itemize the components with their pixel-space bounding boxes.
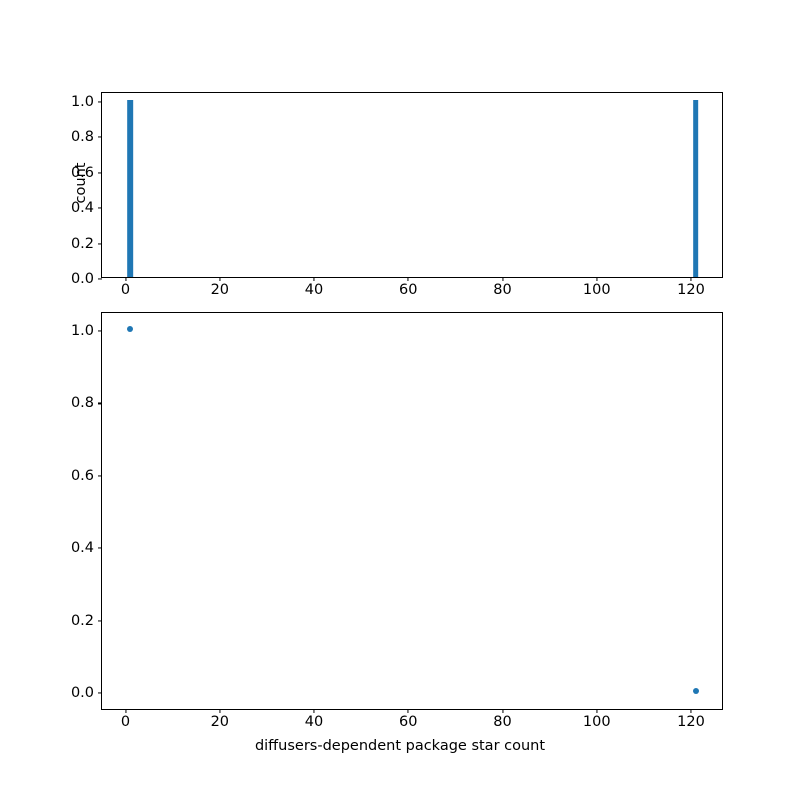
x-tick-label: 80	[493, 714, 512, 730]
y-tick-mark	[98, 475, 102, 477]
x-tick-mark	[596, 277, 598, 281]
y-tick-label: 0.0	[70, 684, 94, 701]
histogram-bar	[692, 99, 699, 277]
y-tick-mark	[98, 330, 102, 332]
x-tick-mark	[596, 709, 598, 713]
x-tick-label: 120	[677, 282, 705, 298]
y-tick-mark	[98, 278, 102, 280]
x-tick-mark	[690, 709, 692, 713]
y-tick-label: 0.4	[70, 199, 94, 216]
y-tick-mark	[98, 101, 102, 103]
y-tick-label: 0.6	[70, 467, 94, 484]
x-tick-mark	[219, 277, 221, 281]
scatter-point	[692, 687, 699, 694]
x-tick-mark	[690, 277, 692, 281]
x-tick-label: 100	[582, 714, 611, 730]
y-tick-mark	[98, 136, 102, 138]
scatter-point	[127, 326, 134, 333]
x-tick-mark	[124, 709, 127, 713]
scatter-x-axis-label: diffusers-dependent package star count	[254, 738, 546, 754]
x-tick-label: 120	[677, 714, 705, 730]
x-tick-mark	[219, 709, 221, 713]
y-tick-label: 0.6	[70, 164, 94, 181]
x-tick-mark	[313, 709, 315, 713]
x-tick-label: 100	[582, 282, 611, 298]
x-tick-label: 80	[493, 282, 512, 298]
x-tick-mark	[407, 277, 409, 281]
x-tick-label: 20	[210, 714, 230, 730]
x-tick-label: 0	[120, 282, 131, 298]
y-tick-mark	[98, 207, 102, 209]
x-tick-mark	[124, 277, 127, 281]
histogram-plot-area	[102, 93, 722, 277]
y-tick-mark	[98, 619, 102, 622]
y-tick-mark	[98, 547, 102, 549]
y-tick-label: 0.2	[70, 235, 94, 252]
histogram-axes: 0 20 40 60 80 100 120 0.0 0.2 0.4 0.6 0.8 1.0	[71, 92, 723, 297]
scatter-plot-area	[102, 313, 722, 709]
x-tick-label: 60	[399, 714, 418, 730]
x-tick-label: 60	[399, 282, 418, 298]
x-tick-mark	[313, 277, 315, 281]
histogram-y-axis-label: count	[73, 162, 89, 204]
x-tick-mark	[501, 709, 504, 713]
y-tick-label: 0.0	[70, 270, 94, 287]
y-tick-mark	[98, 692, 102, 694]
y-tick-label: 1.0	[70, 93, 94, 110]
y-tick-mark	[98, 172, 102, 174]
histogram-bar	[127, 99, 134, 277]
x-tick-label: 20	[210, 282, 230, 298]
x-tick-mark	[501, 277, 504, 281]
y-tick-label: 0.8	[70, 395, 94, 412]
y-tick-label: 0.2	[70, 612, 94, 629]
x-tick-label: 40	[304, 714, 324, 730]
scatter-axes: 0 20 40 60 80 100 120 0.0 0.2 0.4 0.6 0.8 1.0	[71, 312, 723, 729]
y-tick-label: 0.8	[70, 129, 94, 146]
x-tick-label: 40	[304, 282, 324, 298]
x-tick-label: 0	[120, 714, 131, 730]
y-tick-label: 0.4	[70, 539, 94, 556]
y-tick-mark	[98, 402, 102, 404]
x-tick-mark	[407, 709, 409, 713]
y-tick-mark	[98, 243, 102, 245]
y-tick-label: 1.0	[70, 322, 94, 339]
